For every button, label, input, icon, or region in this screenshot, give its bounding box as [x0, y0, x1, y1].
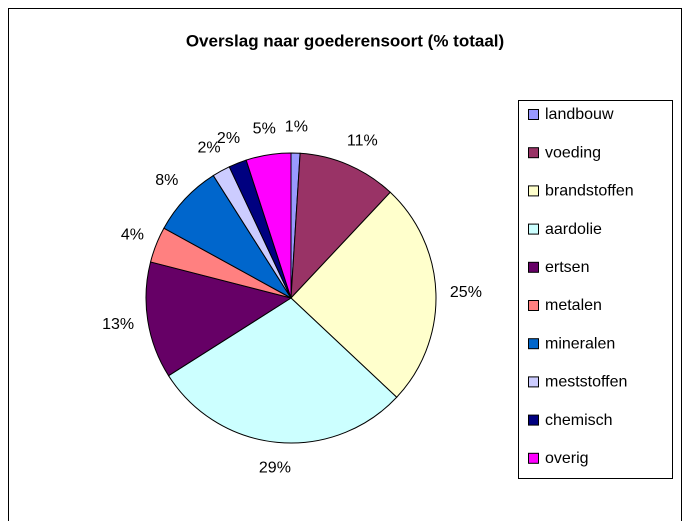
legend-label: overig — [545, 450, 589, 467]
legend-label: landbouw — [545, 106, 614, 123]
legend-swatch — [528, 414, 539, 426]
data-label: 5% — [253, 120, 276, 137]
pie-slice — [145, 261, 293, 377]
data-label: 4% — [121, 226, 144, 243]
legend-swatch — [528, 185, 539, 197]
data-label: 8% — [155, 172, 178, 189]
data-label: 2% — [217, 130, 240, 147]
legend-label: voeding — [545, 144, 601, 161]
chart-title: Overslag naar goederensoort (% totaal) — [186, 31, 504, 50]
legend-label: metalen — [545, 297, 602, 314]
pie-slice — [290, 191, 437, 398]
legend-box — [518, 100, 673, 479]
pie-slice — [245, 152, 292, 299]
data-label: 11% — [347, 132, 378, 149]
legend-swatch — [528, 338, 539, 350]
legend-swatch — [528, 452, 539, 464]
legend-label: meststoffen — [545, 374, 627, 391]
data-label: 13% — [102, 316, 134, 333]
legend-label: brandstoffen — [545, 183, 634, 200]
legend-swatch — [528, 147, 539, 159]
legend-swatch — [528, 376, 539, 388]
data-label: 29% — [259, 459, 291, 476]
data-label: 25% — [450, 284, 482, 301]
legend-label: mineralen — [545, 335, 615, 352]
legend-label: chemisch — [545, 412, 613, 429]
legend-swatch — [528, 223, 539, 235]
pie-slice — [167, 297, 398, 444]
data-label: 2% — [197, 139, 220, 156]
legend-label: ertsen — [545, 259, 589, 276]
legend-swatch — [528, 109, 539, 120]
legend-swatch — [528, 261, 539, 273]
legend-swatch — [528, 300, 539, 311]
data-label: 1% — [285, 118, 308, 135]
legend-label: aardolie — [545, 221, 602, 238]
pie-slice — [290, 152, 391, 300]
